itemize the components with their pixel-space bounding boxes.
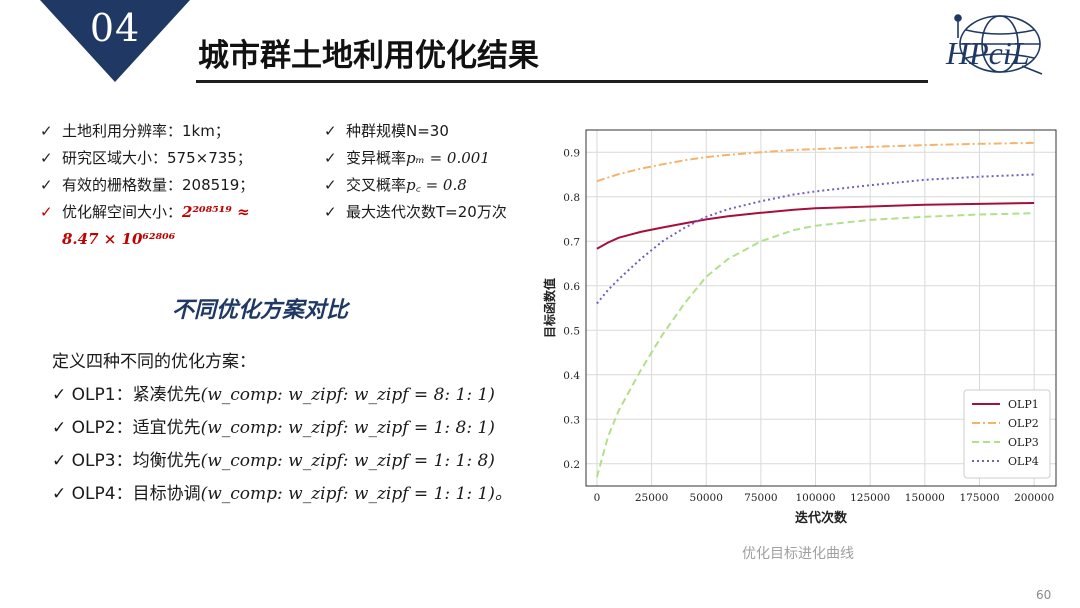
logo-text: HPciL (945, 35, 1030, 71)
schemes-intro: 定义四种不同的优化方案： (52, 352, 256, 372)
y-tick-label: 0.9 (563, 147, 580, 159)
section-number: 04 (89, 6, 141, 50)
title-divider (196, 80, 928, 83)
legend-label-olp4: OLP4 (1008, 455, 1039, 468)
check-icon: ✓ (40, 149, 53, 167)
x-tick-label: 25000 (635, 492, 668, 504)
solution-space-power: 2²⁰⁸⁵¹⁹ ≈ (182, 203, 250, 221)
check-icon: ✓ (40, 122, 53, 140)
page-number: 60 (1036, 588, 1052, 602)
check-icon: ✓ (52, 418, 67, 438)
y-tick-label: 0.4 (563, 370, 580, 382)
spec-solution-space-line2: 8.47 × 10⁶²⁸⁰⁶ (40, 226, 254, 253)
schemes-list: 定义四种不同的优化方案： ✓ OLP1：紧凑优先(w_comp: w_zipf:… (52, 346, 512, 511)
evolution-chart: 0 25000 50000 75000 100000 125000 150000 175000… (540, 118, 1060, 526)
solution-space-approx: 8.47 × 10⁶²⁸⁰⁶ (62, 230, 176, 248)
x-tick-label: 150000 (905, 492, 945, 504)
spec-resolution: ✓ 土地利用分辨率：1km； (40, 118, 254, 145)
y-tick-label: 0.3 (563, 414, 580, 426)
spec-population: ✓ 种群规模N=30 (324, 118, 507, 145)
y-axis-label: 目标函数值 (542, 278, 557, 338)
section-heading: 不同优化方案对比 (172, 298, 349, 323)
section-badge (40, 0, 190, 82)
spec-grid-count: ✓ 有效的栅格数量：208519； (40, 172, 254, 199)
legend-label-olp2: OLP2 (1008, 417, 1039, 430)
hpcil-logo: HPciL (945, 14, 1043, 75)
y-tick-label: 0.8 (563, 192, 580, 204)
x-tick-label: 175000 (959, 492, 999, 504)
plot-frame (585, 129, 1057, 487)
spec-crossover: ✓ 交叉概率p꜀ = 0.8 (324, 172, 507, 199)
x-axis-label: 迭代次数 (795, 510, 848, 526)
x-tick-label: 75000 (744, 492, 777, 504)
x-tick-label: 50000 (690, 492, 723, 504)
check-icon: ✓ (324, 176, 337, 194)
specs-right: ✓ 种群规模N=30 ✓ 变异概率pₘ = 0.001 ✓ 交叉概率p꜀ = 0.8 … (324, 118, 507, 226)
y-tick-label: 0.2 (563, 459, 580, 471)
check-icon: ✓ (324, 122, 337, 140)
check-icon: ✓ (52, 451, 67, 471)
scheme-item-olp3: ✓ OLP3：均衡优先(w_comp: w_zipf: w_zipf = 1: … (52, 451, 495, 471)
spec-max-iterations: ✓ 最大迭代次数T=20万次 (324, 199, 507, 226)
check-icon: ✓ (324, 203, 337, 221)
spec-mutation: ✓ 变异概率pₘ = 0.001 (324, 145, 507, 172)
check-icon: ✓ (324, 149, 337, 167)
spec-area-size: ✓ 研究区域大小：575×735； (40, 145, 254, 172)
y-tick-label: 0.6 (563, 281, 580, 293)
x-tick-label: 0 (594, 492, 601, 504)
specs-left: ✓ 土地利用分辨率：1km； ✓ 研究区域大小：575×735； ✓ 有效的栅格数量：… (40, 118, 254, 253)
chart-caption: 优化目标进化曲线 (742, 546, 854, 562)
page-title: 城市群土地利用优化结果 (198, 38, 539, 74)
x-tick-label: 200000 (1014, 492, 1054, 504)
legend-label-olp3: OLP3 (1008, 436, 1039, 449)
spec-solution-space: ✓ 优化解空间大小：2²⁰⁸⁵¹⁹ ≈ (40, 199, 254, 226)
check-icon: ✓ (40, 203, 53, 221)
check-icon: ✓ (40, 176, 53, 194)
series-line-olp1 (596, 202, 1035, 250)
y-tick-label: 0.7 (563, 236, 580, 248)
scheme-item-olp2: ✓ OLP2：适宜优先(w_comp: w_zipf: w_zipf = 1: … (52, 418, 495, 438)
y-tick-label: 0.5 (563, 325, 580, 337)
check-icon: ✓ (52, 484, 67, 504)
series-line-olp3 (595, 212, 1035, 478)
x-tick-label: 100000 (795, 492, 835, 504)
series-line-olp2 (596, 141, 1035, 183)
x-tick-label: 125000 (850, 492, 890, 504)
scheme-item-olp4: ✓ OLP4：目标协调(w_comp: w_zipf: w_zipf = 1: … (52, 484, 512, 504)
scheme-item-olp1: ✓ OLP1：紧凑优先(w_comp: w_zipf: w_zipf = 8: … (52, 385, 495, 405)
check-icon: ✓ (52, 385, 67, 405)
legend-label-olp1: OLP1 (1008, 398, 1039, 411)
legend-box (963, 389, 1051, 479)
chart-svg: 0 25000 50000 75000 100000 125000 150000 175000… (542, 129, 1057, 526)
